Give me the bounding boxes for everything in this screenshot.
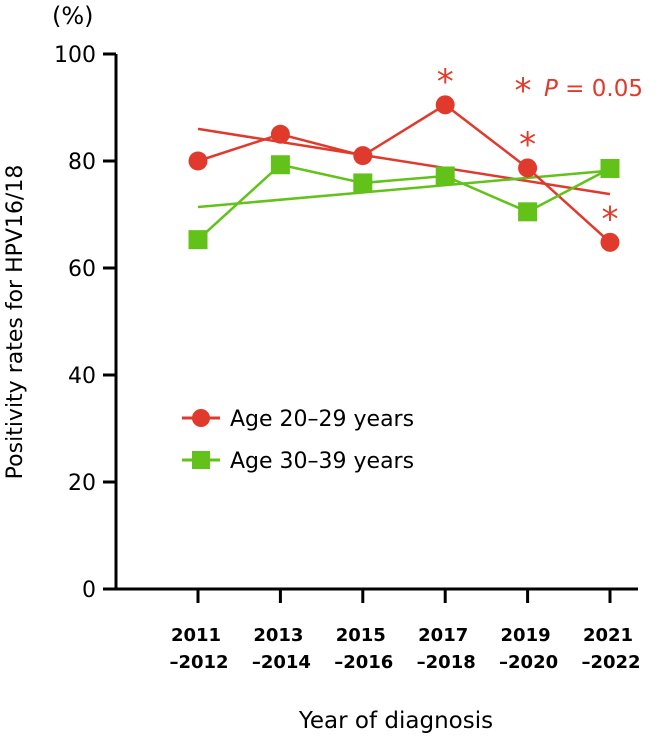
data-point-square (600, 158, 620, 178)
p-value-text: P = 0.05 (544, 76, 643, 102)
y-unit-label: (%) (52, 2, 94, 30)
data-point-circle (270, 124, 290, 144)
y-axis: 0 20 40 60 80 100 (54, 43, 118, 603)
p-equals-value: = 0.05 (558, 76, 643, 102)
y-tick-label: 100 (54, 43, 96, 68)
x-axis-title: Year of diagnosis (298, 708, 493, 734)
y-tick-label: 60 (68, 257, 96, 282)
data-point-circle (435, 95, 455, 115)
data-point-circle (188, 151, 208, 171)
y-axis-title: Positivity rates for HPV16/18 (3, 165, 28, 480)
y-tick-label: 20 (68, 471, 96, 496)
x-tick-label-end: –2016 (334, 652, 393, 673)
x-tick-label-start: 2017 (418, 625, 468, 646)
data-point-square (435, 166, 455, 186)
legend-marker-circle (192, 409, 210, 427)
data-series (188, 95, 620, 252)
p-value-star: * (515, 71, 532, 111)
x-tick-label-start: 2021 (583, 625, 633, 646)
legend: Age 20–29 years Age 30–39 years (182, 407, 414, 474)
y-ticks: 0 20 40 60 80 100 (54, 43, 116, 603)
x-tick-label-start: 2015 (336, 625, 386, 646)
data-point-circle (353, 146, 373, 166)
x-tick-label-end: –2012 (169, 652, 228, 673)
data-point-circle (518, 158, 538, 178)
p-symbol: P (544, 76, 558, 102)
y-tick-label: 0 (82, 578, 96, 603)
legend-label-age-20-29: Age 20–29 years (230, 407, 414, 432)
data-point-square (353, 173, 373, 193)
x-tick-label-start: 2019 (501, 625, 551, 646)
x-ticks: 2011 –2012 2013 –2014 2015 –2016 2017 –2018 2019… (169, 589, 641, 673)
trend-line-series-1 (197, 169, 611, 209)
x-tick-label-end: –2014 (252, 652, 311, 673)
legend-item-age-20-29: Age 20–29 years (182, 407, 414, 432)
x-tick-label-end: –2018 (417, 652, 476, 673)
x-tick-label-end: –2020 (499, 652, 558, 673)
legend-item-age-30-39: Age 30–39 years (182, 449, 414, 474)
x-tick-label-start: 2011 (171, 625, 221, 646)
legend-marker-square (192, 451, 210, 469)
data-point-square (188, 230, 208, 250)
significance-star: * (519, 125, 536, 165)
legend-label-age-30-39: Age 30–39 years (230, 449, 414, 474)
p-value-note: * P = 0.05 (515, 71, 643, 111)
x-tick-label-end: –2022 (581, 652, 640, 673)
series-line-0 (197, 103, 611, 244)
significance-markers: * * * (437, 62, 619, 239)
y-tick-label: 80 (68, 150, 96, 175)
x-tick-label-start: 2013 (253, 625, 303, 646)
y-tick-label: 40 (68, 364, 96, 389)
data-point-square (270, 155, 290, 175)
series-line-1 (197, 163, 611, 241)
data-point-circle (600, 232, 620, 252)
x-axis: 2011 –2012 2013 –2014 2015 –2016 2017 –2018 2019… (114, 587, 641, 673)
significance-star: * (437, 62, 454, 102)
data-point-square (518, 202, 538, 222)
significance-star: * (602, 199, 619, 239)
